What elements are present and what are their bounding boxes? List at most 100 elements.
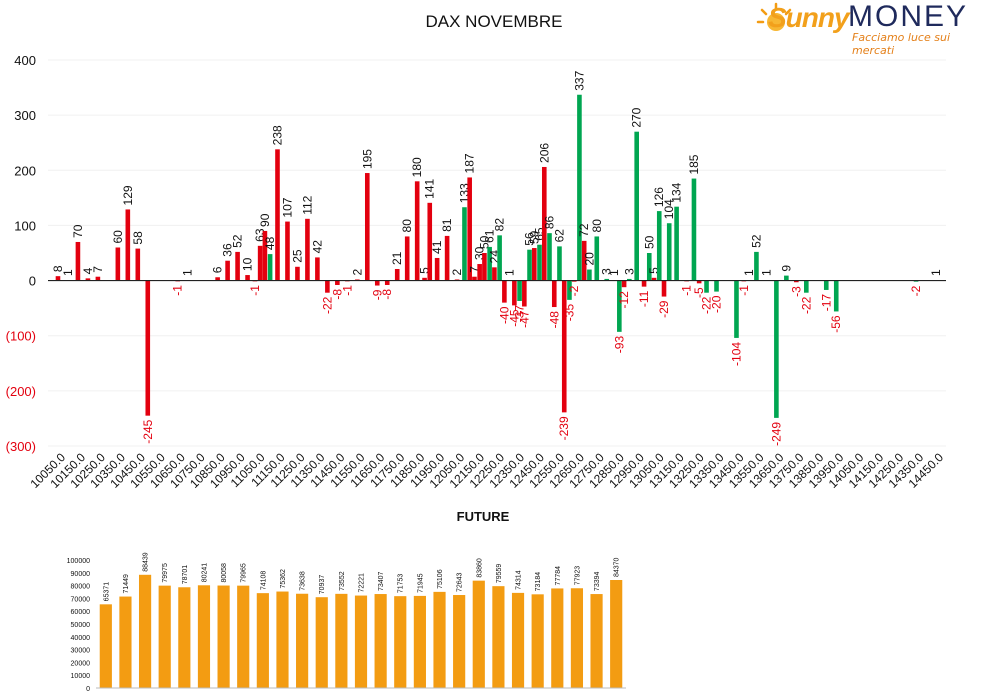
option-bar — [364, 173, 370, 281]
option-bar — [267, 254, 273, 281]
future-chart-title: FUTURE — [456, 509, 510, 524]
future-bar — [256, 593, 269, 688]
bar-value-label: 62 — [552, 229, 566, 243]
bar-value-label: 195 — [360, 149, 374, 169]
option-bar — [145, 280, 151, 416]
future-bar-label: 71945 — [417, 573, 424, 593]
future-bar — [354, 595, 368, 688]
option-bar — [262, 230, 268, 281]
future-bar-label: 71753 — [398, 574, 405, 594]
future-bar-label: 75362 — [280, 569, 287, 589]
option-bar — [115, 247, 121, 281]
bar-value-label: -20 — [710, 295, 724, 313]
future-bar-label: 74108 — [260, 571, 267, 591]
bar-value-label: 1 — [607, 269, 621, 276]
bar-value-label: -9 — [370, 289, 384, 300]
future-y-tick-label: 100000 — [67, 558, 90, 565]
bar-value-label: 82 — [493, 218, 507, 232]
future-y-tick-label: 0 — [86, 686, 90, 692]
option-bar — [394, 268, 400, 281]
bar-value-label: 52 — [231, 234, 245, 248]
bar-value-label: 270 — [630, 107, 644, 127]
option-bar — [325, 280, 330, 293]
bar-value-label: -2 — [909, 285, 923, 296]
option-bar — [245, 275, 250, 281]
option-bar — [691, 178, 697, 281]
bar-value-label: 5 — [418, 267, 432, 274]
bar-value-label: -37 — [513, 305, 527, 323]
bar-value-label: -40 — [497, 306, 511, 324]
option-bar — [497, 235, 502, 281]
bar-value-label: 90 — [258, 213, 272, 227]
bar-value-label: -11 — [637, 290, 651, 307]
option-bar — [285, 221, 290, 281]
bar-value-label: 7 — [467, 266, 481, 273]
option-bar — [522, 280, 527, 307]
future-y-tick-label: 90000 — [71, 571, 91, 578]
future-bar-label: 79965 — [241, 563, 248, 583]
bar-value-label: -245 — [141, 419, 155, 443]
bar-value-label: -22 — [700, 296, 714, 314]
bar-value-label: -45 — [507, 309, 521, 327]
option-bar — [784, 275, 789, 281]
option-bar — [581, 240, 587, 281]
y-tick-label: (200) — [6, 384, 36, 399]
future-bar-label: 79559 — [496, 564, 503, 584]
bar-value-label: 8 — [51, 265, 65, 272]
bar-value-label: 1 — [503, 269, 517, 276]
bar-value-label: 52 — [749, 234, 763, 248]
option-bar — [422, 277, 427, 281]
option-bar — [55, 276, 61, 281]
option-bar — [774, 280, 779, 418]
bar-value-label: -1 — [248, 285, 262, 296]
bar-value-label: 107 — [280, 197, 294, 217]
bar-value-label: 72 — [577, 223, 591, 237]
option-bar — [275, 149, 280, 281]
option-bar — [215, 277, 220, 281]
y-tick-label: 400 — [14, 53, 36, 68]
future-bar — [413, 595, 426, 688]
future-bar-label: 72221 — [359, 573, 366, 593]
future-bar — [197, 585, 211, 688]
bar-value-label: -12 — [617, 291, 631, 309]
option-bar — [427, 202, 433, 281]
bar-value-label: 337 — [572, 70, 586, 90]
option-bar — [651, 277, 657, 281]
bar-value-label: -239 — [557, 416, 571, 440]
option-bar — [374, 280, 380, 286]
bar-value-label: 2 — [450, 268, 464, 275]
future-bar-label: 71449 — [123, 574, 130, 594]
future-bar — [237, 585, 250, 688]
option-bar — [295, 266, 300, 281]
bar-value-label: 48 — [263, 236, 277, 250]
option-bar — [477, 264, 482, 281]
future-bar — [296, 593, 309, 688]
future-y-tick-label: 30000 — [71, 648, 91, 655]
future-y-tick-label: 10000 — [71, 673, 91, 680]
bar-value-label: 86 — [542, 215, 556, 229]
bar-value-label: 104 — [662, 199, 676, 219]
y-tick-label: 100 — [14, 218, 36, 233]
logo-word-money: MONEY — [848, 0, 969, 33]
future-bar-label: 78701 — [182, 565, 189, 585]
option-bar — [335, 280, 340, 285]
option-bar — [75, 241, 81, 281]
option-bar — [617, 280, 622, 332]
future-bar — [610, 580, 623, 688]
option-bar — [434, 257, 440, 281]
bar-value-label: 42 — [310, 240, 324, 254]
bar-value-label: 206 — [537, 143, 551, 163]
option-bar — [492, 267, 497, 281]
bar-value-label: 141 — [423, 178, 437, 198]
bar-value-label: 5 — [647, 267, 661, 274]
future-bar-label: 65371 — [103, 582, 110, 602]
bar-value-label: 1 — [759, 269, 773, 276]
future-bar — [217, 585, 230, 688]
option-bar — [587, 269, 592, 281]
option-bar — [384, 280, 390, 285]
option-bar — [661, 280, 667, 297]
future-y-tick-label: 20000 — [71, 660, 91, 667]
option-bar — [634, 131, 639, 281]
bar-value-label: 6 — [211, 266, 225, 273]
option-bar — [696, 280, 702, 284]
